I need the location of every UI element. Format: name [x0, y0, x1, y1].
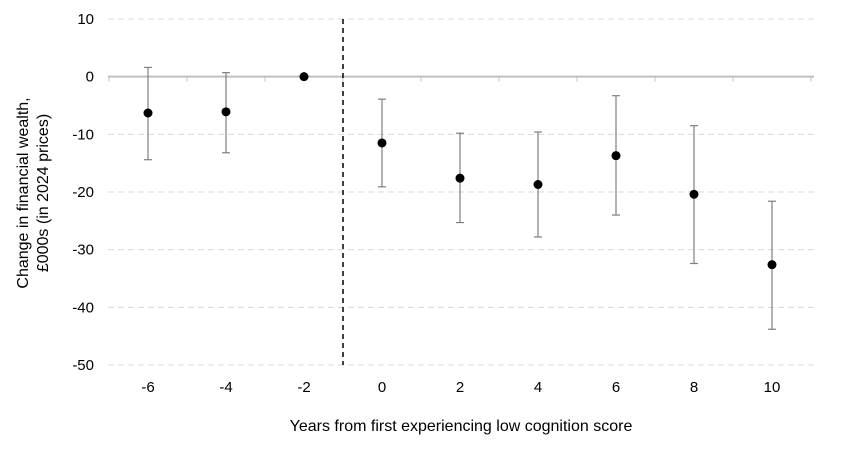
- x-tick-label: 8: [690, 379, 698, 396]
- y-tick-label: -30: [72, 242, 94, 259]
- x-tick-label: -6: [141, 379, 154, 396]
- y-tick-label: -40: [72, 299, 94, 316]
- data-point: [221, 107, 231, 117]
- y-axis-title-line-1: Change in financial wealth,: [15, 97, 32, 288]
- data-point: [377, 138, 387, 148]
- x-axis-title: Years from first experiencing low cognit…: [290, 418, 633, 435]
- x-tick-label: 0: [378, 379, 386, 396]
- x-tick-label: 10: [764, 379, 781, 396]
- x-tick-label: 4: [534, 379, 542, 396]
- y-tick-label: 0: [86, 69, 94, 86]
- x-tick-label: -4: [219, 379, 232, 396]
- data-point: [767, 260, 777, 270]
- error-bars: [144, 66, 776, 330]
- data-point: [533, 180, 543, 190]
- data-point: [455, 173, 465, 183]
- y-axis-tick-labels: 10 0 -10 -20 -30 -40 -50: [72, 11, 94, 374]
- y-tick-label: -10: [72, 126, 94, 143]
- data-point: [611, 151, 621, 161]
- x-tick-label: 6: [612, 379, 620, 396]
- grid-lines: [108, 18, 814, 366]
- data-point: [143, 108, 153, 118]
- data-point: [299, 72, 309, 82]
- y-tick-label: 10: [77, 11, 94, 28]
- data-point: [689, 189, 699, 199]
- y-tick-label: -20: [72, 184, 94, 201]
- y-axis-title-line-2: £000s (in 2024 prices): [35, 114, 52, 272]
- x-tick-label: 2: [456, 379, 464, 396]
- x-axis-tick-labels: -6 -4 -2 0 2 4 6 8 10: [141, 379, 780, 396]
- data-points: [143, 72, 777, 270]
- y-axis-title: Change in financial wealth, £000s (in 20…: [15, 97, 52, 288]
- x-tick-label: -2: [297, 379, 310, 396]
- y-tick-label: -50: [72, 357, 94, 374]
